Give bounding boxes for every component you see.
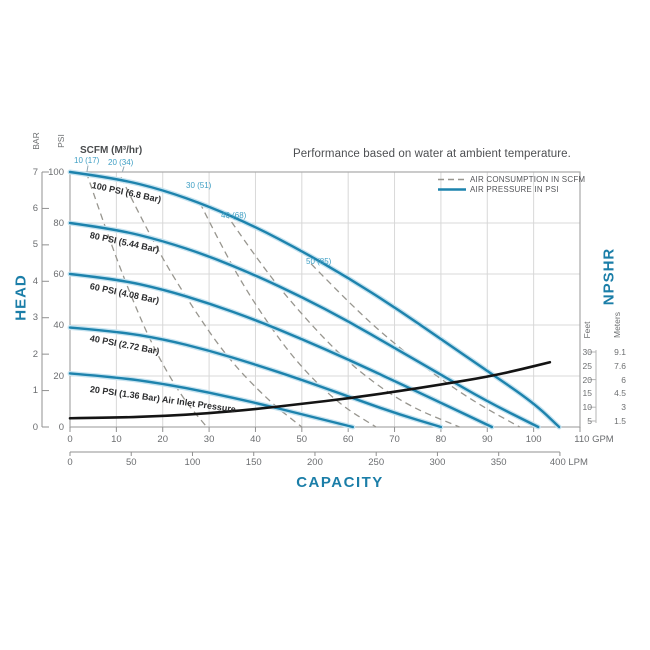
npshr-meters-value: 6 [621,374,626,385]
npshr-meters-value: 9.1 [614,347,626,357]
npshr-meters-value: 4.5 [614,388,626,399]
bar-tick-label: 2 [32,348,38,360]
lpm-tick-label: 0 [67,457,73,468]
npshr-feet-value: 30 [582,347,592,357]
psi-tick-label: 0 [58,422,64,433]
bar-tick-label: 4 [32,275,38,287]
gpm-tick-label: 100 [525,434,542,445]
psi-tick-label: 80 [53,218,64,229]
bar-tick-label: 1 [32,385,38,397]
scfm-label-10: 10 (17) [74,156,100,165]
gpm-tick-label: 30 [203,434,215,445]
legend-air-pressure: AIR PRESSURE IN PSI [470,185,559,194]
psi-tick-label: 60 [53,269,64,280]
npshr-meters-value: 3 [621,402,626,413]
psi-tick-label: 20 [53,371,64,382]
air-pressure-curve [68,326,443,429]
lpm-tick-label: 100 [184,457,201,468]
air-consumption-curve [224,212,460,428]
lpm-tick-label: 250 [368,457,385,468]
meters-column-header: Meters [612,312,622,338]
npshr-feet-value: 25 [582,360,592,371]
bar-tick-label: 5 [32,239,38,251]
chart-title: Performance based on water at ambient te… [293,148,571,160]
lpm-tick-label: 200 [307,457,323,468]
air-pressure-curve [68,272,494,429]
gpm-tick-label: 0 [67,434,73,445]
npshr-meters-value: 7.6 [614,360,626,371]
gpm-tick-label: 10 [111,434,122,445]
gpm-tick-label: 90 [481,434,493,445]
scfm-label-40: 40 (68) [221,211,247,220]
bar-tick-label: 0 [32,421,38,433]
npshr-feet-value: 5 [587,416,592,426]
lpm-tick-label: 150 [245,457,262,468]
lpm-tick-label: 350 [490,457,507,468]
scfm-leader-10 [86,165,89,172]
lpm-tick-label: 50 [125,457,137,468]
bar-tick-label: 3 [32,312,38,324]
gpm-tick-label: 70 [389,434,400,445]
lpm-tick-label: 400 LPM [549,457,588,468]
gpm-tick-label: 40 [250,434,261,445]
bar-tick-label: 7 [32,166,38,178]
scfm-label-30: 30 (51) [186,181,212,190]
psi-tick-label: 40 [53,320,64,331]
bar-column-header: BAR [31,132,41,150]
head-axis-label: HEAD [12,274,30,321]
air-pressure-curve [68,221,540,429]
npshr-curve [68,360,552,420]
capacity-axis-label: CAPACITY [296,474,384,491]
gpm-tick-label: 80 [435,434,447,445]
npshr-meters-value: 1.5 [614,416,626,426]
npshr-feet-value: 15 [582,388,592,399]
air-consumption-curve [199,202,377,428]
legend-air-consumption: AIR CONSUMPTION IN SCFM [470,175,586,184]
feet-column-header: Feet [582,321,592,339]
scfm-label-20: 20 (34) [108,158,134,167]
scfm-label-50: 50 (85) [306,257,332,266]
scfm-leader-20 [122,166,125,172]
air-pressure-curve [68,372,355,429]
gpm-tick-label: 110 GPM [574,434,614,445]
scfm-axis-header: SCFM (M³/hr) [80,145,143,156]
air-consumption-curve [310,263,521,428]
gpm-tick-label: 20 [157,434,168,445]
gpm-tick-label: 60 [342,434,354,445]
lpm-tick-label: 300 [429,457,446,468]
psi-tick-label: 100 [48,167,64,178]
air-pressure-curve [68,170,561,429]
bar-tick-label: 6 [32,202,38,214]
psi-column-header: PSI [56,134,66,148]
npshr-feet-value: 10 [582,402,592,413]
npshr-feet-value: 20 [582,374,592,385]
gpm-tick-label: 50 [296,434,308,445]
plot-border [69,171,581,428]
air-consumption-curve [120,176,303,428]
